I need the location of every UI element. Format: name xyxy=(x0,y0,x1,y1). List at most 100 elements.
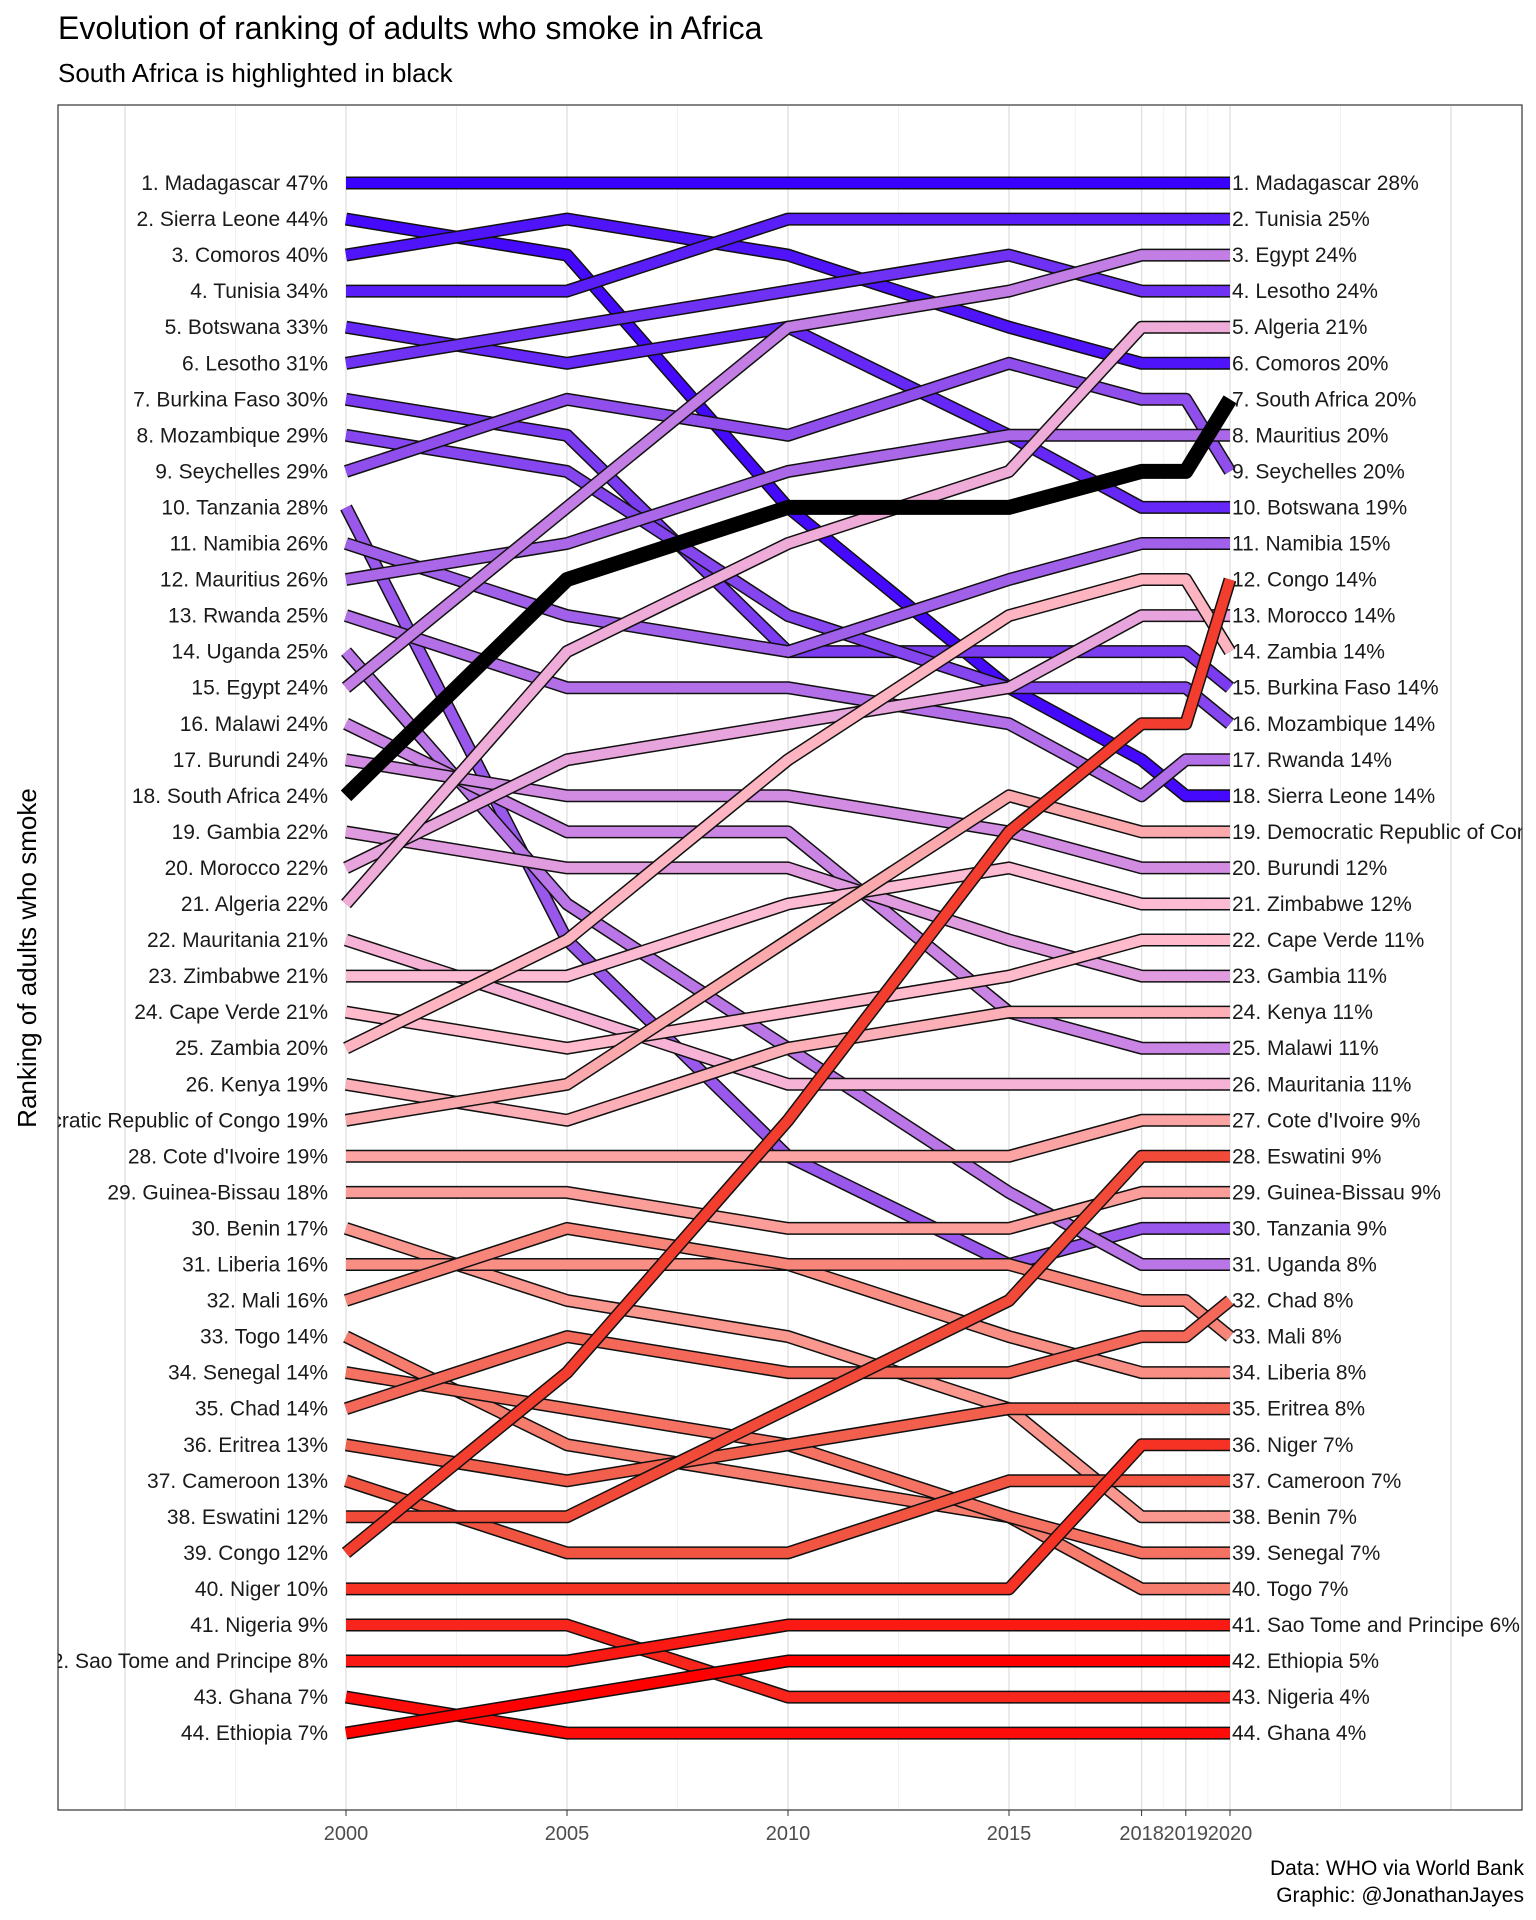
right-rank-label: 6. Comoros 20% xyxy=(1232,352,1388,375)
series-line xyxy=(342,648,1230,1270)
series-ghana xyxy=(344,1690,1230,1740)
right-rank-label: 17. Rwanda 14% xyxy=(1232,749,1392,772)
caption-source: Data: WHO via World Bank xyxy=(1269,1857,1524,1880)
series-algeria xyxy=(341,320,1230,909)
series-line xyxy=(346,1620,1230,1703)
series-line xyxy=(346,1151,1230,1522)
left-rank-label: 1. Madagascar 47% xyxy=(141,172,328,195)
right-rank-label: 11. Namibia 15% xyxy=(1232,533,1390,556)
series-line xyxy=(344,610,1230,801)
series-line xyxy=(345,1656,1230,1739)
right-rank-label: 21. Zimbabwe 12% xyxy=(1232,893,1412,916)
right-rank-label: 31. Uganda 8% xyxy=(1232,1254,1377,1277)
series-democratic-republic-of-congo xyxy=(344,789,1230,1127)
right-rank-label: 32. Chad 8% xyxy=(1232,1290,1353,1313)
right-rank-label: 23. Gambia 11% xyxy=(1232,965,1387,988)
series-rwanda xyxy=(343,609,1230,803)
left-rank-label: 14. Uganda 25% xyxy=(172,641,328,664)
right-rank-label: 9. Seychelles 20% xyxy=(1232,460,1405,483)
right-rank-label: 34. Liberia 8% xyxy=(1232,1362,1366,1385)
right-rank-label: 8. Mauritius 20% xyxy=(1232,424,1388,447)
series-lesotho xyxy=(344,248,1230,370)
series-chad xyxy=(343,1295,1235,1415)
left-rank-label: 24. Cape Verde 21% xyxy=(134,1001,328,1024)
series-mauritius xyxy=(344,428,1230,586)
left-rank-label: 43. Ghana 7% xyxy=(194,1686,328,1709)
series-zambia xyxy=(343,573,1236,1055)
right-rank-label: 1. Madagascar 28% xyxy=(1232,172,1419,195)
right-rank-label: 2. Tunisia 25% xyxy=(1232,208,1370,231)
series-line xyxy=(344,1296,1234,1414)
caption-credit: Graphic: @JonathanJayes xyxy=(1276,1884,1524,1907)
plot-panel xyxy=(57,104,1523,1811)
right-rank-label: 33. Mali 8% xyxy=(1232,1326,1342,1349)
series-line xyxy=(344,935,1230,1090)
left-rank-label: 36. Eritrea 13% xyxy=(183,1434,328,1457)
series-cote-d-ivoire xyxy=(346,1113,1230,1163)
x-axis: 2000 2005 2010 2015 2018 2019 2020 xyxy=(324,1810,1252,1845)
left-rank-label: 28. Cote d'Ivoire 19% xyxy=(128,1145,328,1168)
left-rank-label: 33. Togo 14% xyxy=(200,1326,328,1349)
chart-title: Evolution of ranking of adults who smoke… xyxy=(58,10,763,46)
x-tick-label: 2010 xyxy=(766,1823,811,1845)
left-rank-label: 20. Morocco 22% xyxy=(165,857,328,880)
right-rank-label: 44. Ghana 4% xyxy=(1232,1722,1366,1745)
series-zimbabwe xyxy=(346,861,1230,983)
x-tick-label: 2015 xyxy=(987,1823,1032,1845)
series-line xyxy=(346,1620,1230,1666)
left-rank-label: 7. Burkina Faso 30% xyxy=(133,388,328,411)
series-gambia xyxy=(344,825,1230,983)
left-rank-label: 30. Benin 17% xyxy=(191,1217,328,1240)
series-guinea-bissau xyxy=(346,1185,1230,1235)
left-rank-label: 2. Sierra Leone 44% xyxy=(137,208,328,231)
right-rank-label: 3. Egypt 24% xyxy=(1232,244,1357,267)
left-rank-label: 9. Seychelles 29% xyxy=(155,460,328,483)
right-rank-label: 25. Malawi 11% xyxy=(1232,1037,1379,1060)
series-line xyxy=(345,1403,1230,1486)
series-liberia xyxy=(346,1258,1230,1380)
left-rank-label: 5. Botswana 33% xyxy=(165,316,328,339)
right-rank-label: 40. Togo 7% xyxy=(1232,1578,1348,1601)
series-sao-tome-and-principe xyxy=(346,1618,1230,1668)
rank-lines xyxy=(340,176,1237,1740)
series-line xyxy=(346,1115,1230,1162)
left-rank-label: 21. Algeria 22% xyxy=(181,893,328,916)
left-rank-label: 16. Malawi 24% xyxy=(180,713,328,736)
right-rank-label: 24. Kenya 11% xyxy=(1232,1001,1373,1024)
series-seychelles xyxy=(343,356,1236,478)
series-line xyxy=(345,1692,1230,1739)
x-tick-label: 2019 xyxy=(1164,1823,1209,1845)
series-line xyxy=(342,322,1230,908)
series-line xyxy=(345,430,1230,585)
series-ethiopia xyxy=(344,1654,1230,1740)
series-comoros xyxy=(344,212,1230,370)
left-rank-label: 19. Gambia 22% xyxy=(172,821,328,844)
series-line xyxy=(346,1259,1230,1378)
left-rank-label: 41. Nigeria 9% xyxy=(190,1614,328,1637)
series-line xyxy=(344,1223,1234,1341)
left-rank-label: 15. Egypt 24% xyxy=(191,677,328,700)
right-rank-label: 18. Sierra Leone 14% xyxy=(1232,785,1435,808)
series-line xyxy=(344,358,1235,477)
right-rank-label: 38. Benin 7% xyxy=(1232,1506,1357,1529)
series-line xyxy=(343,610,1230,873)
left-rank-label: 31. Liberia 16% xyxy=(182,1254,328,1277)
left-rank-label: 18. South Africa 24% xyxy=(132,785,328,808)
series-mauritania xyxy=(343,933,1230,1091)
left-rank-label: 11. Namibia 26% xyxy=(170,533,328,556)
left-rank-label: 35. Chad 14% xyxy=(195,1398,328,1421)
right-rank-label: 14. Zambia 14% xyxy=(1232,641,1385,664)
series-line xyxy=(342,578,1235,1557)
highlight-line xyxy=(340,395,1237,802)
x-tick-label: 2018 xyxy=(1119,1823,1164,1845)
left-rank-label: 8. Mozambique 29% xyxy=(137,424,328,447)
series-line xyxy=(346,862,1230,982)
series-namibia xyxy=(343,537,1230,659)
right-rank-label: 28. Eswatini 9% xyxy=(1232,1145,1381,1168)
right-rank-label: 7. South Africa 20% xyxy=(1232,388,1416,411)
grid xyxy=(124,106,1452,1809)
series-line xyxy=(346,214,1230,297)
left-rank-label: 3. Comoros 40% xyxy=(172,244,328,267)
left-rank-label: 42. Sao Tome and Principe 8% xyxy=(40,1650,328,1673)
series-tunisia xyxy=(346,212,1230,298)
